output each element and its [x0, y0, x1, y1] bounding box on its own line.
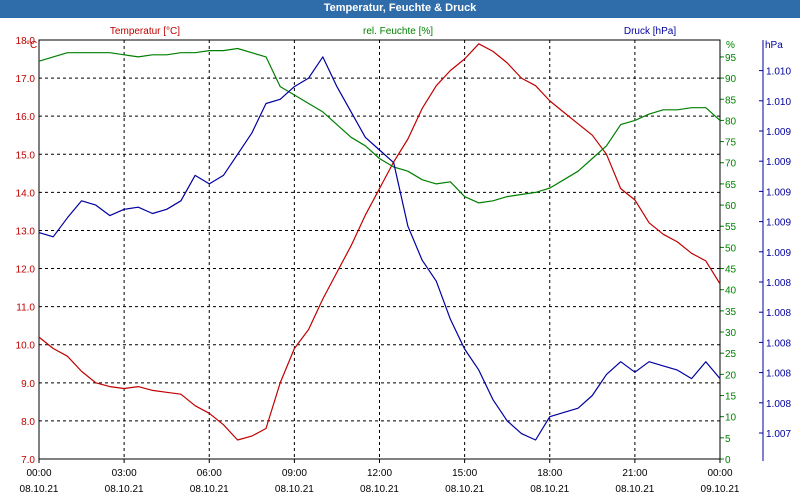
x-tick-date-label: 08.10.21: [530, 484, 569, 495]
humidity-tick-label: 25: [725, 349, 737, 360]
pressure-tick-label: 1.010: [766, 67, 791, 78]
humidity-tick-label: 40: [725, 286, 737, 297]
legend-pressure: Druck [hPa]: [624, 26, 676, 37]
pressure-tick-label: 1.009: [766, 157, 791, 168]
temperature-tick-label: 10.0: [16, 341, 36, 352]
series-layer: [38, 43, 721, 441]
pressure-tick-label: 1.008: [766, 369, 791, 380]
x-tick-date-label: 08.10.21: [20, 484, 59, 495]
temperature-tick-label: 9.0: [21, 379, 35, 390]
x-tick-time-label: 09:00: [282, 468, 307, 479]
temperature-tick-label: 15.0: [16, 150, 36, 161]
pressure-tick-label: 1.008: [766, 278, 791, 289]
legend-temperature: Temperatur [°C]: [110, 26, 180, 37]
x-tick-date-label: 09.10.21: [701, 484, 740, 495]
humidity-tick-label: 35: [725, 307, 737, 318]
pressure-tick-label: 1.007: [766, 429, 791, 440]
x-tick-date-label: 08.10.21: [360, 484, 399, 495]
humidity-tick-label: 85: [725, 95, 737, 106]
x-tick-date-label: 08.10.21: [105, 484, 144, 495]
pressure-tick-label: 1.010: [766, 97, 791, 108]
temperature-tick-label: 13.0: [16, 226, 36, 237]
x-tick-time-label: 12:00: [367, 468, 392, 479]
axis-labels: 00:00 08.10.21 03:00 08.10.21 06:00 08.10.21 0…: [16, 36, 792, 495]
x-tick-time-label: 00:00: [26, 468, 51, 479]
temperature-tick-label: 18.0: [16, 36, 36, 47]
pressure-tick-label: 1.008: [766, 338, 791, 349]
pressure-unit-label: hPa: [765, 40, 783, 51]
temperature-line: [38, 43, 721, 441]
temperature-tick-label: 12.0: [16, 265, 36, 276]
humidity-tick-label: 5: [725, 434, 731, 445]
humidity-tick-label: 70: [725, 159, 737, 170]
humidity-tick-label: 10: [725, 413, 737, 424]
humidity-tick-label: 55: [725, 222, 737, 233]
pressure-tick-label: 1.009: [766, 248, 791, 259]
humidity-tick-label: 45: [725, 265, 737, 276]
humidity-tick-label: 80: [725, 116, 737, 127]
pressure-tick-label: 1.009: [766, 218, 791, 229]
x-tick-time-label: 03:00: [112, 468, 137, 479]
temperature-tick-label: 7.0: [21, 455, 35, 466]
pressure-tick-label: 1.009: [766, 187, 791, 198]
x-tick-date-label: 08.10.21: [445, 484, 484, 495]
pressure-tick-label: 1.009: [766, 127, 791, 138]
humidity-unit-label: %: [726, 40, 735, 51]
x-tick-time-label: 00:00: [707, 468, 732, 479]
x-tick-date-label: 08.10.21: [275, 484, 314, 495]
legend-humidity: rel. Feuchte [%]: [363, 26, 433, 37]
grid: [38, 39, 763, 463]
temperature-unit-label: °C: [26, 40, 37, 51]
x-tick-time-label: 06:00: [197, 468, 222, 479]
pressure-tick-label: 1.008: [766, 308, 791, 319]
pressure-line: [38, 56, 721, 441]
humidity-tick-label: 50: [725, 243, 737, 254]
humidity-tick-label: 60: [725, 201, 737, 212]
x-tick-date-label: 08.10.21: [615, 484, 654, 495]
temperature-tick-label: 16.0: [16, 112, 36, 123]
window-title: Temperatur, Feuchte & Druck: [323, 2, 477, 14]
plot-frame: [38, 39, 721, 460]
title-bar: Temperatur, Feuchte & Druck: [0, 0, 800, 18]
x-tick-time-label: 15:00: [452, 468, 477, 479]
humidity-tick-label: 75: [725, 138, 737, 149]
temperature-tick-label: 14.0: [16, 188, 36, 199]
temperature-tick-label: 11.0: [16, 303, 35, 314]
temperature-tick-label: 17.0: [16, 74, 36, 85]
humidity-tick-label: 65: [725, 180, 737, 191]
x-tick-time-label: 18:00: [537, 468, 562, 479]
humidity-tick-label: 95: [725, 53, 737, 64]
humidity-line: [38, 47, 721, 204]
temperature-tick-label: 8.0: [21, 417, 35, 428]
humidity-tick-label: 15: [725, 392, 737, 403]
pressure-tick-label: 1.008: [766, 399, 791, 410]
x-tick-time-label: 21:00: [622, 468, 647, 479]
humidity-tick-label: 90: [725, 74, 737, 85]
x-tick-date-label: 08.10.21: [190, 484, 229, 495]
humidity-tick-label: 30: [725, 328, 737, 339]
humidity-tick-label: 0: [725, 455, 731, 466]
humidity-tick-label: 20: [725, 370, 737, 381]
